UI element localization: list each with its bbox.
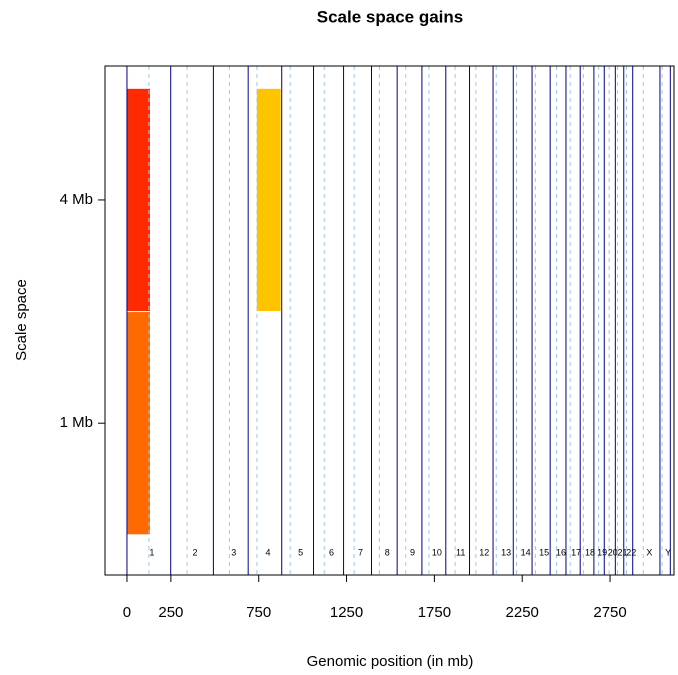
- y-axis-label: Scale space: [13, 279, 30, 361]
- chart-title: Scale space gains: [317, 7, 463, 26]
- chromosome-label: 21: [618, 547, 628, 557]
- chromosome-label: 20: [608, 547, 618, 557]
- chromosome-label: 2: [193, 547, 198, 557]
- x-tick-label: 250: [158, 604, 183, 621]
- chromosome-label: X: [646, 547, 652, 557]
- chromosome-label: 12: [479, 547, 489, 557]
- chromosome-label: 15: [539, 547, 549, 557]
- x-tick-label: 1750: [418, 604, 451, 621]
- chromosome-label: 17: [571, 547, 581, 557]
- chromosome-label: 9: [410, 547, 415, 557]
- x-axis-label: Genomic position (in mb): [307, 653, 474, 670]
- x-tick-label: 750: [246, 604, 271, 621]
- x-tick-label: 1250: [330, 604, 363, 621]
- chromosome-label: 1: [149, 547, 154, 557]
- chromosome-label: 13: [501, 547, 511, 557]
- chromosome-label: 6: [329, 547, 334, 557]
- gain-segment: [256, 88, 281, 312]
- chromosome-label: 8: [385, 547, 390, 557]
- x-tick-label: 0: [123, 604, 131, 621]
- chromosome-label: 16: [556, 547, 566, 557]
- gain-segment: [126, 312, 150, 535]
- chromosome-label: 18: [585, 547, 595, 557]
- x-tick-label: 2250: [506, 604, 539, 621]
- x-tick-label: 2750: [593, 604, 626, 621]
- chromosome-label: 14: [521, 547, 531, 557]
- plot-frame: [104, 65, 675, 576]
- y-tick-label: 4 Mb: [60, 191, 93, 208]
- chromosome-label: 3: [231, 547, 236, 557]
- chromosome-label: 10: [432, 547, 442, 557]
- gain-segment: [126, 88, 150, 312]
- chromosome-label: 4: [265, 547, 270, 557]
- chromosome-label: 22: [626, 547, 636, 557]
- y-tick-label: 1 Mb: [60, 414, 93, 431]
- chromosome-label: Y: [665, 547, 671, 557]
- chromosome-label: 11: [456, 547, 465, 557]
- chromosome-label: 7: [358, 547, 363, 557]
- chromosome-label: 5: [298, 547, 303, 557]
- chromosome-label: 19: [597, 547, 607, 557]
